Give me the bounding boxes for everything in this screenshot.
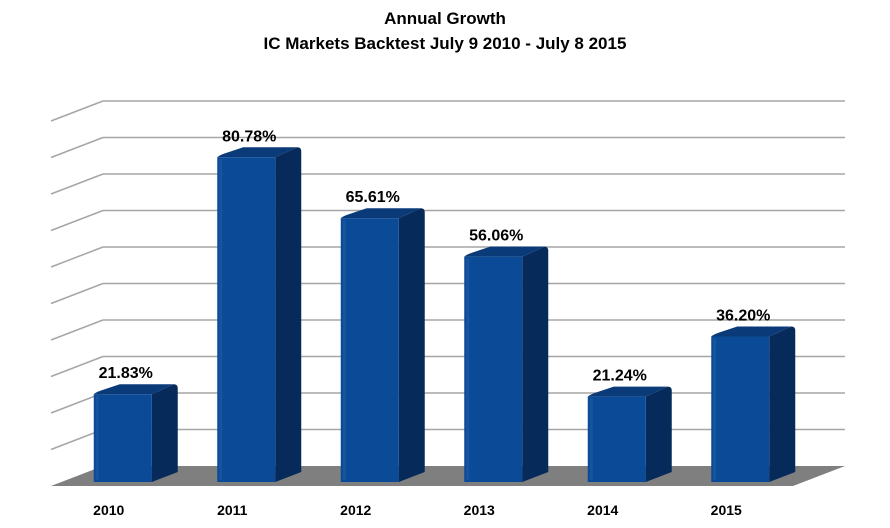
- gridline: [50, 100, 845, 122]
- data-label-2012: 65.61%: [346, 189, 400, 206]
- bar-2013: [464, 246, 549, 482]
- gridline: [50, 136, 845, 159]
- gridline: [50, 173, 845, 195]
- x-tick-label-2012: 2012: [340, 502, 371, 518]
- x-tick-label-2014: 2014: [587, 502, 618, 518]
- x-tick-label-2011: 2011: [217, 502, 248, 518]
- data-label-2015: 36.20%: [716, 307, 770, 324]
- chart-title: Annual Growth: [384, 9, 506, 28]
- chart-subtitle: IC Markets Backtest July 9 2010 - July 8…: [264, 34, 627, 53]
- data-label-2010: 21.83%: [99, 365, 153, 382]
- data-label-2014: 21.24%: [593, 368, 647, 385]
- bar-2015: [711, 326, 796, 482]
- bar-2012: [340, 208, 425, 482]
- x-tick-label-2013: 2013: [464, 502, 495, 518]
- data-label-2011: 80.78%: [222, 128, 276, 145]
- data-label-2013: 56.06%: [469, 228, 523, 245]
- bar-2010: [93, 384, 178, 482]
- bar-2014: [587, 386, 672, 482]
- gridline: [50, 282, 845, 305]
- x-tick-label-2010: 2010: [93, 502, 124, 518]
- x-tick-label-2015: 2015: [711, 502, 742, 518]
- bar-2011: [217, 147, 302, 482]
- labels: 21.83% 2010 80.78% 2011 65.61% 2012 56.06% 2013…: [93, 128, 770, 518]
- bars: [93, 147, 796, 482]
- gridline: [50, 246, 845, 268]
- gridline: [50, 209, 845, 232]
